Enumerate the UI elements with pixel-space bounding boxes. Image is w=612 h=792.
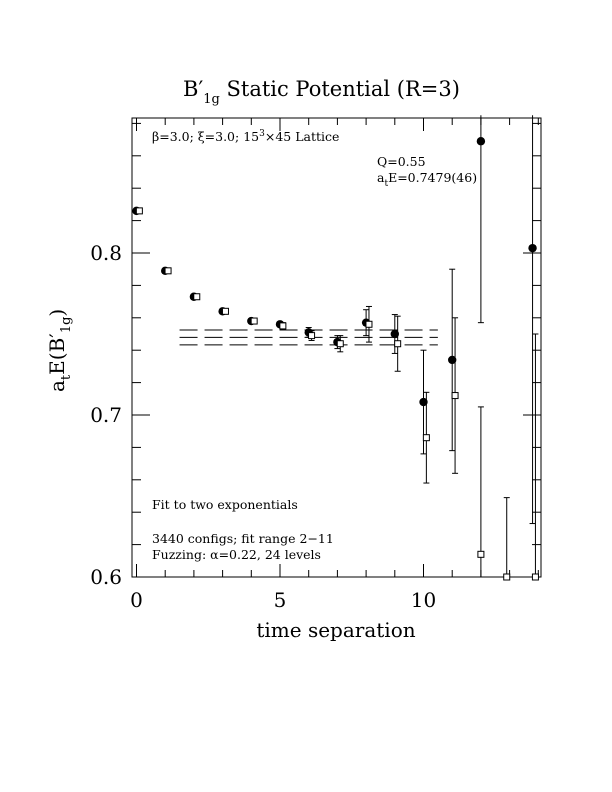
data-point-square (365, 320, 373, 328)
x-axis-label: time separation (256, 618, 415, 642)
fuzzing-annotation: Fuzzing: α=0.22, 24 levels (152, 547, 321, 562)
data-point-square (422, 434, 430, 442)
data-point-square (336, 340, 344, 348)
data-point-square (451, 392, 459, 400)
energy-annotation: atE=0.7479(46) (377, 170, 477, 189)
data-point-circle (448, 355, 457, 365)
plot-frame (131, 117, 542, 578)
y-tick-label: 0.6 (90, 565, 122, 589)
configs-annotation: 3440 configs; fit range 2−11 (152, 531, 334, 546)
tick-labels: 0 5 10 0.6 0.7 0.8 (90, 241, 436, 612)
y-tick-label: 0.8 (90, 241, 122, 265)
data-point-square (135, 207, 143, 215)
data-points (132, 115, 539, 581)
x-tick-label: 10 (411, 588, 436, 612)
y-tick-label: 0.7 (90, 403, 122, 427)
y-axis-label: atE(B′1g) (45, 309, 74, 392)
data-point-square (531, 573, 539, 581)
data-point-square (503, 573, 511, 581)
data-point-square (394, 340, 402, 348)
data-point-square (193, 293, 201, 301)
x-tick-label: 0 (130, 588, 143, 612)
fit-type-annotation: Fit to two exponentials (152, 497, 298, 512)
data-point-square (250, 317, 258, 325)
data-point-square (279, 322, 287, 330)
data-point-circle (419, 397, 428, 407)
data-point-circle (476, 137, 486, 146)
tick-marks (132, 118, 541, 578)
data-point-circle (528, 243, 537, 253)
data-point-circle (390, 329, 399, 339)
lattice-annotation: β=3.0; ξ=3.0; 153×45 Lattice (152, 129, 339, 144)
data-point-square (308, 332, 316, 340)
chart-title: B′1g Static Potential (R=3) (183, 77, 460, 107)
data-point-square (477, 550, 485, 558)
x-tick-label: 5 (274, 588, 287, 612)
data-point-square (221, 307, 229, 315)
data-point-square (164, 267, 172, 275)
q-value-annotation: Q=0.55 (377, 154, 426, 169)
